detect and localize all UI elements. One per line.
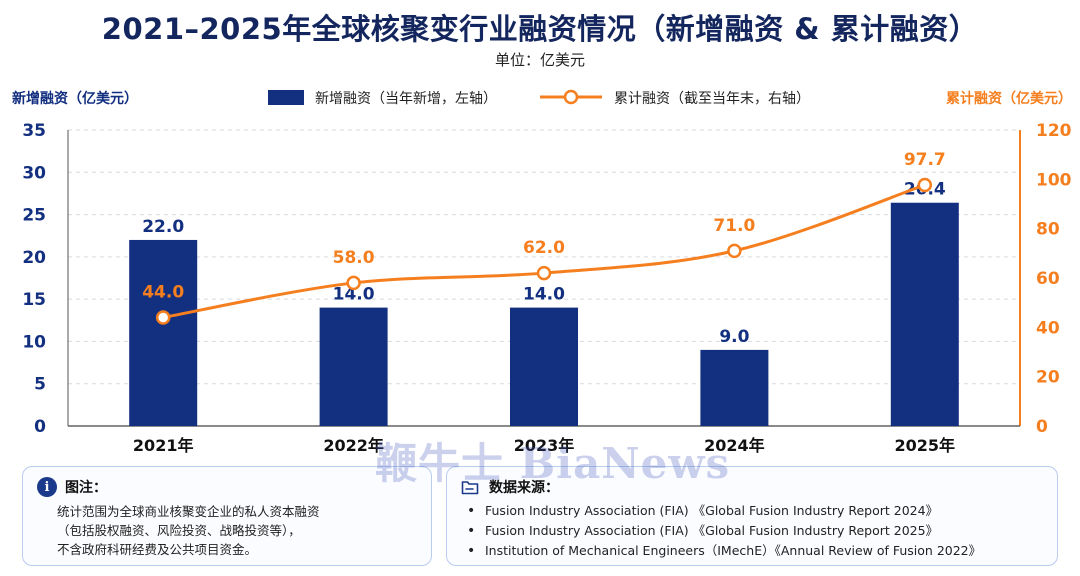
x-tick-label: 2024年	[704, 436, 765, 455]
line-point	[917, 177, 933, 193]
bar-value-label: 14.0	[523, 285, 565, 305]
line-value-label: 44.0	[142, 282, 184, 302]
y-right-tick-label: 0	[1036, 417, 1048, 437]
y-left-tick-label: 35	[22, 121, 46, 141]
y-left-tick-label: 5	[34, 375, 46, 395]
note-title: 图注：	[65, 480, 107, 496]
source-item: Fusion Industry Association (FIA) 《Globa…	[467, 501, 981, 521]
y-right-tick-label: 120	[1036, 121, 1072, 141]
x-tick-label: 2021年	[133, 436, 194, 455]
bar	[890, 202, 959, 426]
source-item: Institution of Mechanical Engineers（IMec…	[467, 541, 981, 561]
bar	[129, 239, 198, 426]
note-line: 统计范围为全球商业核聚变企业的私人资本融资	[57, 504, 320, 519]
note-panel: i 图注： 统计范围为全球商业核聚变企业的私人资本融资 （包括股权融资、风险投资…	[22, 466, 432, 566]
bar	[510, 307, 578, 426]
y-left-axis-title: 新增融资（亿美元）	[12, 90, 138, 107]
legend-line-label: 累计融资（截至当年末，右轴）	[614, 91, 810, 107]
info-icon: i	[37, 477, 57, 497]
y-right-tick-label: 60	[1036, 269, 1060, 289]
source-item: Fusion Industry Association (FIA) 《Globa…	[467, 521, 981, 541]
bar	[319, 307, 388, 426]
source-panel: 数据来源： Fusion Industry Association (FIA) …	[446, 466, 1058, 566]
x-tick-label: 2022年	[323, 436, 384, 455]
folder-icon	[461, 481, 479, 495]
line-point	[536, 265, 552, 281]
y-left-tick-label: 30	[22, 163, 46, 183]
note-line: 不含政府科研经费及公共项目资金。	[57, 542, 258, 557]
x-tick-label: 2025年	[895, 436, 956, 455]
note-line: （包括股权融资、风险投资、战略投资等），	[57, 523, 301, 538]
legend-line-marker	[563, 89, 579, 105]
note-text: 统计范围为全球商业核聚变企业的私人资本融资 （包括股权融资、风险投资、战略投资等…	[57, 502, 320, 559]
line-value-label: 71.0	[713, 216, 755, 236]
legend-bar-label: 新增融资（当年新增，左轴）	[315, 91, 497, 107]
line-point	[727, 243, 742, 259]
y-left-tick-label: 0	[34, 417, 46, 437]
source-list: Fusion Industry Association (FIA) 《Globa…	[467, 501, 981, 561]
y-right-axis-title: 累计融资（亿美元）	[946, 90, 1072, 107]
y-right-tick-label: 100	[1036, 170, 1072, 190]
y-right-tick-label: 40	[1036, 318, 1060, 338]
y-right-tick-label: 20	[1036, 368, 1060, 388]
line-value-label: 97.7	[904, 150, 946, 170]
bar-value-label: 14.0	[333, 285, 375, 305]
y-left-tick-label: 15	[22, 290, 46, 310]
bar-value-label: 22.0	[142, 217, 184, 237]
chart-title: 2021–2025年全球核聚变行业融资情况（新增融资 & 累计融资）	[101, 12, 979, 46]
x-tick-label: 2023年	[514, 436, 575, 455]
legend-bar-swatch	[268, 90, 304, 105]
line-point	[155, 310, 171, 325]
bar	[700, 349, 769, 426]
y-left-tick-label: 25	[22, 206, 46, 226]
y-right-tick-label: 80	[1036, 220, 1060, 240]
line-point	[346, 275, 361, 291]
bar-value-label: 9.0	[719, 327, 749, 347]
y-left-tick-label: 10	[22, 332, 46, 352]
chart: 0 5 10 15 20 25 30 35 0 20 40 60 80 100 120 新增融资（亿美元） 累计…	[12, 89, 1072, 455]
line-value-label: 58.0	[333, 248, 375, 268]
source-title: 数据来源：	[489, 480, 559, 496]
unit-label: 单位：亿美元	[494, 51, 585, 69]
watermark: 鞭牛士 BiaNews	[375, 439, 731, 488]
y-left-tick-label: 20	[22, 248, 46, 268]
line-value-label: 62.0	[523, 238, 565, 258]
